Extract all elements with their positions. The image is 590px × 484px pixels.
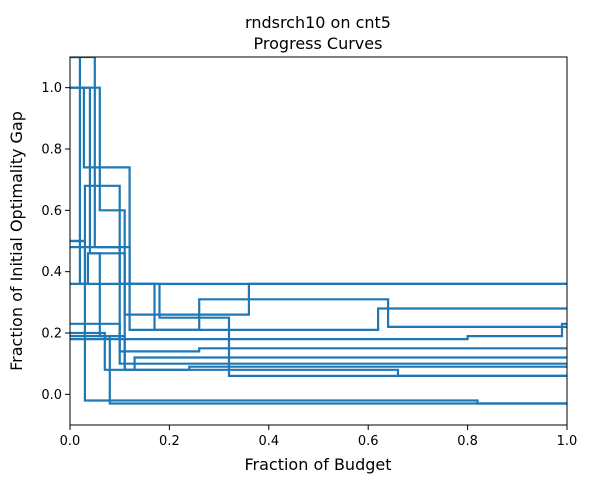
progress-curve-8 — [70, 331, 567, 371]
chart-title-line-1: rndsrch10 on cnt5 — [245, 13, 391, 32]
y-tick-label: 1.0 — [41, 81, 62, 96]
x-axis-ticks: 0.0 0.2 0.4 0.6 0.8 1.0 — [60, 425, 578, 449]
series-layer — [70, 57, 567, 405]
x-axis-label: Fraction of Budget — [244, 455, 391, 474]
x-tick-label: 0.8 — [457, 434, 478, 449]
progress-curve-10 — [70, 335, 567, 405]
y-axis-ticks: 0.0 0.2 0.4 0.6 0.8 1.0 — [41, 81, 70, 403]
y-tick-label: 0.6 — [41, 204, 62, 219]
progress-curve-2 — [70, 57, 567, 377]
x-tick-label: 0.6 — [358, 434, 379, 449]
chart-title-line-2: Progress Curves — [254, 34, 383, 53]
x-tick-label: 0.4 — [258, 434, 279, 449]
y-tick-label: 0.8 — [41, 143, 62, 158]
progress-curve-12 — [70, 322, 567, 341]
x-tick-label: 0.0 — [60, 434, 81, 449]
y-tick-label: 0.2 — [41, 327, 62, 342]
plot-frame — [69, 56, 568, 426]
progress-curve-6 — [70, 86, 567, 316]
y-tick-label: 0.0 — [41, 388, 62, 403]
progress-curve-13 — [70, 322, 567, 365]
progress-curve-11 — [70, 282, 567, 331]
x-tick-label: 0.2 — [159, 434, 180, 449]
progress-curve-3 — [70, 86, 567, 371]
y-axis-label: Fraction of Initial Optimality Gap — [7, 111, 26, 371]
y-tick-label: 0.4 — [41, 265, 62, 280]
x-tick-label: 1.0 — [557, 434, 578, 449]
